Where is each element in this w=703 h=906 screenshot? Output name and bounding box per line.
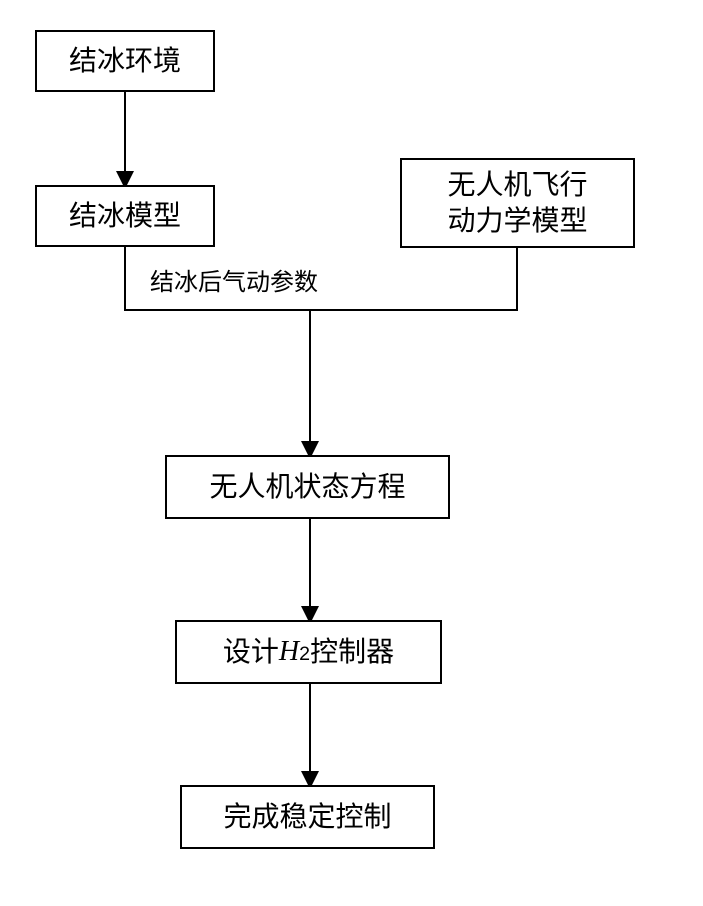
flowchart-arrows bbox=[0, 0, 703, 906]
edge-2 bbox=[310, 248, 517, 310]
flowchart-node-n4: 无人机状态方程 bbox=[165, 455, 450, 519]
flowchart-node-n3: 无人机飞行动力学模型 bbox=[400, 158, 635, 248]
flowchart-node-n1: 结冰环境 bbox=[35, 30, 215, 92]
flowchart-node-n5: 设计 H2控制器 bbox=[175, 620, 442, 684]
flowchart-node-n2: 结冰模型 bbox=[35, 185, 215, 247]
edge-label-0: 结冰后气动参数 bbox=[150, 262, 318, 297]
flowchart-node-n6: 完成稳定控制 bbox=[180, 785, 435, 849]
